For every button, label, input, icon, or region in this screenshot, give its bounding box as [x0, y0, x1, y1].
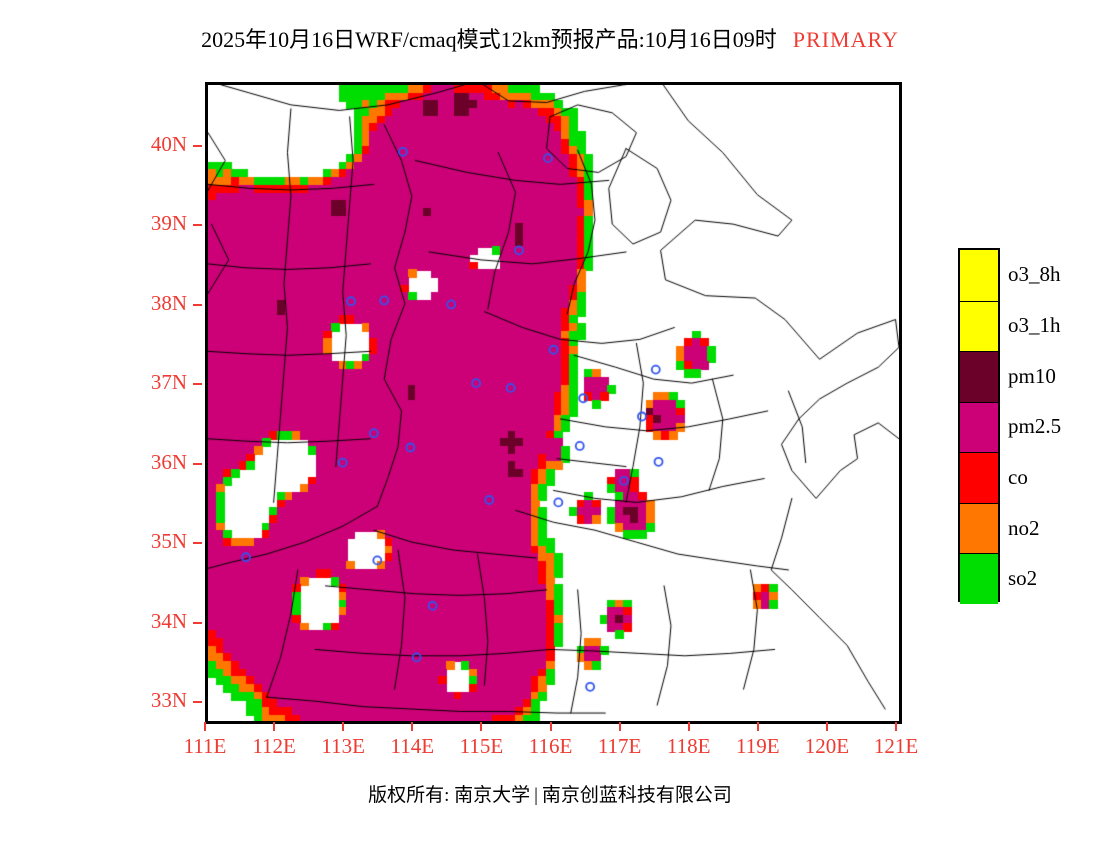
y-axis-label-33N: 33N [150, 688, 187, 713]
x-tick-mark-115E [480, 722, 483, 731]
y-tick-mark-36N [193, 462, 202, 465]
title-main-text: 2025年10月16日WRF/cmaq模式12km预报产品:10月16日09时 [201, 27, 777, 52]
y-axis-label-35N: 35N [150, 529, 187, 554]
x-tick-mark-116E [549, 722, 552, 731]
y-axis-label-36N: 36N [150, 449, 187, 474]
x-axis-label-111E: 111E [183, 734, 227, 758]
copyright-footer: 版权所有: 南京大学 | 南京创蓝科技有限公司 [0, 780, 1100, 807]
x-tick-mark-117E [618, 722, 621, 731]
page-title: 2025年10月16日WRF/cmaq模式12km预报产品:10月16日09时 P… [0, 22, 1100, 54]
legend-swatch-pm10: pm10 [960, 351, 1056, 402]
x-tick-mark-111E [204, 722, 206, 731]
x-axis-label-117E: 117E [597, 734, 642, 758]
x-tick-mark-114E [411, 722, 414, 731]
title-primary-label: PRIMARY [792, 27, 899, 52]
x-tick-mark-112E [273, 722, 276, 731]
legend-label-pm10: pm10 [1008, 363, 1056, 388]
footer-right-text: 南京创蓝科技有限公司 [541, 785, 732, 806]
x-axis-label-112E: 112E [252, 734, 296, 758]
x-axis-label-118E: 118E [666, 734, 711, 758]
y-axis-label-34N: 34N [150, 608, 187, 633]
x-tick-mark-118E [687, 722, 690, 731]
forecast-heatmap-canvas[interactable] [208, 85, 899, 721]
legend-label-no2: no2 [1008, 515, 1040, 540]
legend-label-o3-8h: o3_8h [1008, 262, 1061, 287]
legend-swatch-so2: so2 [960, 553, 1037, 604]
y-tick-mark-39N [193, 224, 202, 227]
y-axis-label-39N: 39N [150, 211, 187, 236]
legend-label-pm2-5: pm2.5 [1008, 414, 1062, 439]
legend-label-so2: so2 [1008, 566, 1038, 591]
y-tick-mark-33N [193, 701, 202, 704]
map-plot-frame [205, 82, 902, 724]
y-axis-label-37N: 37N [150, 370, 187, 395]
legend-swatch-o3-1h: o3_1h [960, 300, 1061, 352]
x-tick-mark-119E [756, 722, 759, 731]
legend-swatch-no2: no2 [960, 502, 1040, 554]
x-tick-mark-120E [825, 722, 828, 731]
y-tick-mark-37N [193, 383, 202, 386]
y-axis-label-40N: 40N [150, 131, 187, 156]
x-axis-label-114E: 114E [390, 734, 435, 758]
legend-swatch-o3-8h: o3_8h [960, 250, 1061, 301]
legend-swatch-co: co [960, 452, 1028, 503]
y-tick-mark-38N [193, 303, 202, 306]
y-tick-mark-34N [193, 621, 202, 624]
x-axis-label-119E: 119E [736, 734, 780, 758]
y-tick-mark-35N [193, 542, 202, 545]
legend-label-o3-1h: o3_1h [1008, 313, 1061, 338]
x-axis-label-121E: 121E [873, 734, 919, 758]
x-axis-label-120E: 120E [804, 734, 850, 758]
x-axis-label-116E: 116E [528, 734, 573, 758]
x-tick-mark-121E [895, 722, 897, 731]
x-tick-mark-113E [342, 722, 345, 731]
legend-label-co: co [1008, 465, 1028, 490]
footer-left-text: 版权所有: 南京大学 [368, 785, 531, 806]
y-axis-label-38N: 38N [150, 290, 187, 315]
footer-separator: | [534, 785, 538, 806]
legend-swatch-pm2-5: pm2.5 [960, 401, 1061, 453]
y-tick-mark-40N [193, 144, 202, 147]
x-axis-label-113E: 113E [321, 734, 365, 758]
x-axis-label-115E: 115E [459, 734, 504, 758]
pollutant-legend: o3_8h o3_1h pm10 pm2.5 co no2 so2 [958, 248, 1061, 604]
